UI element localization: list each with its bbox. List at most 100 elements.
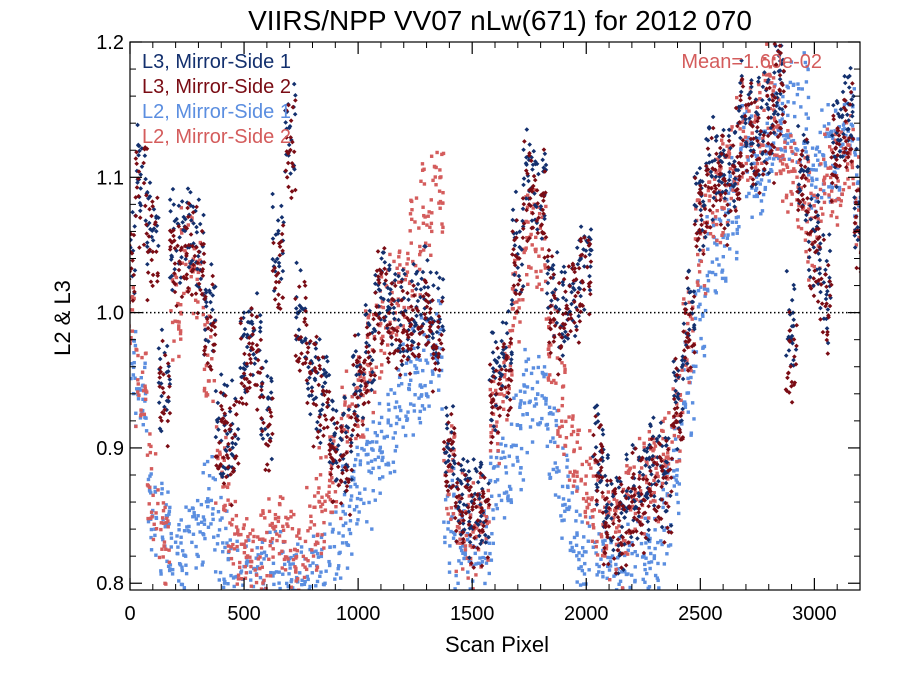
data-point bbox=[227, 427, 232, 432]
data-point bbox=[604, 482, 610, 488]
data-point bbox=[597, 564, 601, 569]
data-point bbox=[276, 260, 282, 266]
data-point bbox=[540, 370, 545, 375]
data-point bbox=[421, 368, 425, 373]
data-point bbox=[502, 363, 507, 369]
data-point bbox=[315, 565, 320, 569]
data-point bbox=[413, 271, 419, 277]
data-point bbox=[338, 436, 343, 441]
data-point bbox=[283, 568, 288, 572]
data-point bbox=[291, 562, 295, 566]
data-point bbox=[594, 545, 598, 549]
data-point bbox=[575, 486, 580, 491]
data-point bbox=[509, 500, 514, 505]
data-point bbox=[141, 383, 145, 387]
data-point bbox=[714, 222, 719, 227]
data-point bbox=[314, 549, 318, 553]
data-point bbox=[631, 496, 635, 500]
data-point bbox=[623, 570, 627, 574]
data-point bbox=[470, 504, 475, 510]
data-point bbox=[223, 484, 227, 488]
data-point bbox=[321, 582, 326, 587]
data-point bbox=[430, 298, 435, 303]
data-point bbox=[302, 582, 307, 587]
data-point bbox=[524, 219, 528, 224]
data-point bbox=[772, 56, 776, 61]
data-point bbox=[281, 220, 286, 225]
data-point bbox=[225, 485, 230, 490]
data-point bbox=[373, 498, 377, 502]
data-point bbox=[188, 232, 194, 237]
data-point bbox=[361, 433, 365, 437]
data-point bbox=[703, 193, 708, 197]
data-point bbox=[521, 247, 526, 251]
data-point bbox=[191, 311, 196, 316]
data-point bbox=[136, 142, 141, 148]
data-point bbox=[511, 463, 515, 467]
data-point bbox=[169, 531, 173, 536]
data-point bbox=[448, 448, 454, 453]
data-point bbox=[480, 493, 485, 499]
data-point bbox=[576, 313, 581, 319]
data-point bbox=[445, 440, 451, 446]
data-point bbox=[430, 229, 434, 234]
data-point bbox=[381, 315, 387, 320]
data-point bbox=[177, 235, 182, 240]
data-point bbox=[377, 267, 382, 273]
data-point bbox=[346, 407, 352, 413]
data-point bbox=[776, 123, 780, 128]
data-point bbox=[160, 338, 165, 344]
data-point bbox=[282, 557, 287, 562]
data-point bbox=[731, 232, 735, 236]
data-point bbox=[636, 493, 642, 499]
data-point bbox=[421, 205, 425, 209]
data-point bbox=[849, 113, 855, 119]
data-point bbox=[551, 467, 555, 472]
data-point bbox=[318, 412, 323, 417]
data-point bbox=[731, 168, 736, 173]
data-point bbox=[491, 379, 496, 384]
data-point bbox=[647, 539, 652, 544]
data-point bbox=[829, 129, 834, 134]
data-point bbox=[821, 212, 825, 216]
data-point bbox=[417, 331, 423, 337]
data-point bbox=[351, 362, 356, 368]
data-point bbox=[140, 370, 145, 374]
data-point bbox=[323, 417, 329, 422]
data-point bbox=[348, 443, 354, 449]
data-point bbox=[282, 562, 287, 567]
data-point bbox=[361, 360, 367, 365]
data-point bbox=[344, 434, 350, 440]
data-point bbox=[393, 405, 397, 410]
data-point bbox=[153, 533, 157, 538]
data-point bbox=[663, 435, 668, 441]
data-point bbox=[803, 156, 807, 160]
data-point bbox=[686, 321, 690, 326]
data-point bbox=[552, 406, 556, 410]
data-point bbox=[801, 132, 806, 138]
data-point bbox=[363, 390, 369, 395]
data-point bbox=[379, 370, 384, 374]
data-point bbox=[149, 213, 154, 219]
data-point bbox=[765, 144, 769, 148]
data-point bbox=[252, 382, 258, 388]
data-point bbox=[815, 220, 821, 225]
data-point bbox=[518, 402, 522, 406]
data-point bbox=[405, 417, 410, 421]
data-point bbox=[132, 360, 136, 365]
data-point bbox=[721, 142, 725, 146]
data-point bbox=[500, 320, 506, 325]
data-point bbox=[367, 313, 371, 317]
data-point bbox=[525, 173, 531, 179]
data-point bbox=[277, 581, 281, 585]
data-point bbox=[405, 343, 410, 348]
data-point bbox=[314, 540, 319, 544]
data-point bbox=[244, 401, 249, 407]
data-point bbox=[414, 366, 419, 370]
data-point bbox=[223, 503, 227, 508]
data-point bbox=[594, 551, 598, 555]
data-point bbox=[272, 571, 276, 575]
data-point bbox=[386, 402, 391, 407]
data-point bbox=[355, 496, 360, 501]
data-point bbox=[778, 119, 782, 123]
